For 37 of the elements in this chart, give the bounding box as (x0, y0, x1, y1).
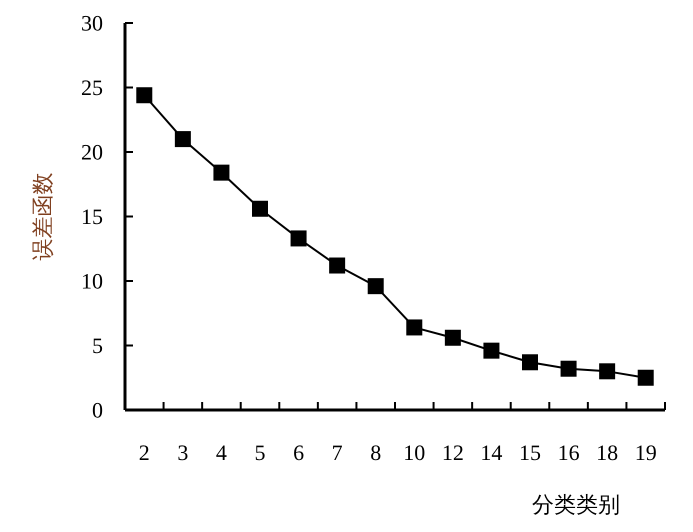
point (213, 164, 230, 181)
x-tick-label: 5 (254, 440, 266, 465)
y-tick-label: 5 (92, 333, 103, 358)
x-tick-label: 7 (332, 440, 343, 465)
point (368, 278, 384, 294)
x-tick-label: 19 (634, 440, 657, 465)
x-axis-title: 分类类别 (532, 492, 620, 517)
point (174, 131, 191, 148)
y-tick-label: 30 (81, 10, 103, 36)
y-tick-label: 0 (92, 398, 103, 423)
point (252, 200, 268, 217)
point (329, 258, 346, 274)
x-tick-label: 3 (177, 440, 188, 465)
x-tick-label: 2 (138, 440, 150, 465)
x-tick-label: 6 (293, 440, 304, 465)
y-axis-title: 误差函数 (30, 172, 55, 260)
point (406, 319, 422, 336)
x-tick-label: 14 (480, 440, 502, 465)
point (560, 360, 577, 377)
x-tick-label: 8 (370, 440, 382, 465)
x-tick-label: 12 (442, 440, 464, 465)
point (136, 87, 152, 104)
point (522, 354, 538, 370)
y-tick-label: 15 (81, 204, 103, 230)
x-tick-label: 4 (216, 440, 227, 465)
point (483, 342, 500, 359)
point (444, 330, 461, 346)
x-tick-label: 15 (519, 440, 541, 465)
x-tick-label: 10 (403, 440, 426, 465)
point (638, 370, 654, 386)
x-tick-label: 18 (596, 440, 618, 465)
x-tick-label: 16 (558, 440, 580, 465)
point (599, 363, 616, 380)
y-tick-label: 20 (81, 140, 103, 165)
point (290, 230, 307, 246)
y-tick-label: 10 (81, 268, 103, 294)
y-tick-label: 25 (81, 75, 103, 100)
